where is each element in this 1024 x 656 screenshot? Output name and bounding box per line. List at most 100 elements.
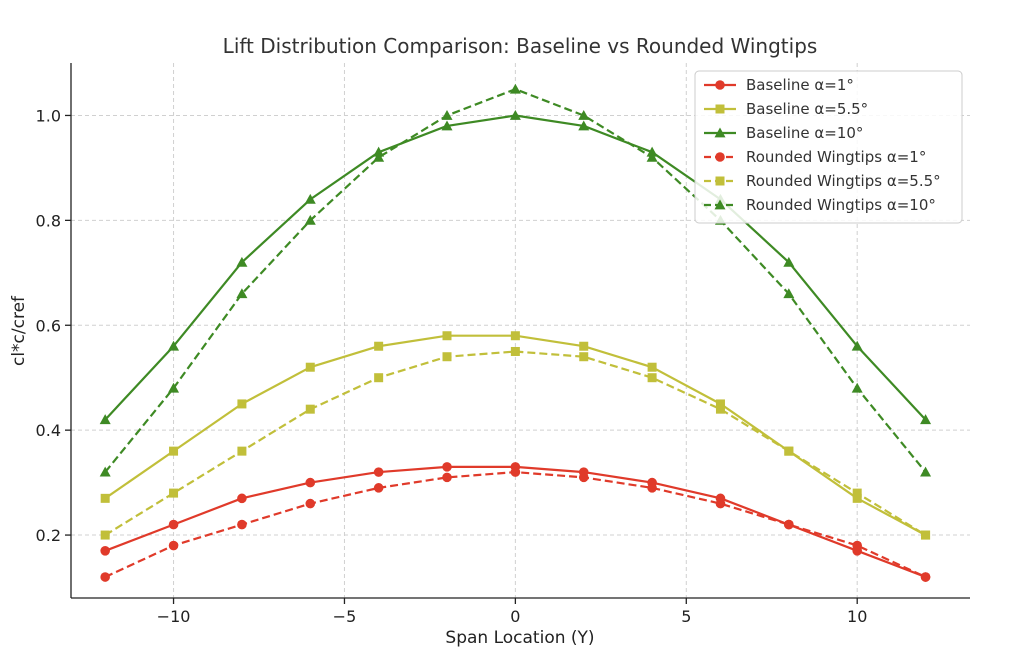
data-point [578,472,589,483]
data-point [100,572,110,582]
data-point [374,341,384,351]
series-5 [99,83,932,477]
data-point [236,288,248,299]
data-point [168,340,180,351]
data-point [168,382,180,393]
legend-entry: Rounded Wingtips α=10° [704,196,936,214]
legend-marker [714,127,726,138]
legend-entry: Baseline α=1° [704,76,854,94]
data-point [305,404,315,414]
legend-box [694,70,963,224]
data-point [169,446,179,456]
data-point [509,83,521,94]
data-point [373,146,385,157]
data-point [579,352,589,362]
data-point [783,288,795,299]
data-point [237,399,247,409]
data-point [100,493,110,503]
data-point [441,109,453,120]
y-tick-label: 0.6 [36,316,61,335]
data-point [441,120,453,131]
data-point [646,151,658,162]
data-point [510,467,521,477]
data-point [373,483,384,493]
data-point [510,331,520,341]
y-tick-label: 0.2 [36,526,61,545]
y-tick-label: 1.0 [36,106,61,125]
data-point [851,382,863,393]
data-point [373,151,385,162]
series-4 [100,346,931,540]
legend-label: Baseline α=5.5° [746,100,868,118]
data-point [715,404,725,414]
data-point [442,462,452,472]
legend-entry: Baseline α=10° [704,124,863,142]
data-point [305,498,316,509]
data-point [442,472,452,483]
data-point [579,341,589,351]
data-point [442,352,452,362]
data-point [168,540,179,551]
data-point [236,256,248,267]
data-point [646,146,658,157]
data-point [237,493,247,504]
data-point [100,545,110,556]
data-point [578,120,590,131]
data-point [510,346,520,356]
legend-marker [715,176,725,186]
legend-marker [715,104,725,114]
data-point [783,256,795,267]
legend-entry: Rounded Wingtips α=5.5° [704,172,941,190]
legend-label: Rounded Wingtips α=1° [746,148,926,166]
x-tick-label: 5 [681,607,691,626]
chart-title: Lift Distribution Comparison: Baseline v… [223,34,818,58]
data-point [442,331,452,341]
legend-marker [715,152,725,162]
data-point [99,414,111,425]
data-point [852,488,862,498]
data-point [305,362,315,372]
data-point [100,530,110,540]
data-point [305,477,316,488]
data-point [920,466,932,477]
x-tick-label: −10 [157,607,191,626]
data-point [304,193,316,204]
y-axis-label: cl*c/cref [9,295,29,366]
x-axis-label: Span Location (Y) [445,628,594,648]
data-point [237,446,247,456]
data-point [304,214,316,225]
legend-entry: Rounded Wingtips α=1° [704,148,926,166]
legend-label: Rounded Wingtips α=10° [746,196,936,214]
x-tick-label: 10 [847,607,867,626]
legend-label: Baseline α=1° [746,76,854,94]
x-tick-label: −5 [333,607,357,626]
data-point [852,540,862,551]
data-point [647,362,657,372]
data-point [920,414,932,425]
data-point [921,530,931,540]
legend-label: Baseline α=10° [746,124,863,142]
legend-marker [714,199,726,210]
data-point [715,498,726,509]
axes: −10 −5 0 5 10 0.2 0.4 0.6 0.8 1.0 [36,63,970,626]
data-point [374,373,384,383]
data-point [237,519,247,530]
data-point [373,467,384,477]
legend-label: Rounded Wingtips α=5.5° [746,172,941,190]
data-point [715,399,725,409]
data-point [169,488,179,498]
data-point [99,466,111,477]
x-tick-label: 0 [510,607,520,626]
plot-area [99,83,932,582]
legend-entry: Baseline α=5.5° [704,100,868,118]
data-point [168,519,179,530]
series-3 [100,467,931,582]
y-tick-label: 0.4 [36,421,61,440]
data-point [647,373,657,383]
data-point [920,572,931,582]
data-point [852,493,862,503]
legend-marker [715,80,725,90]
data-point [578,109,590,120]
data-point [851,340,863,351]
